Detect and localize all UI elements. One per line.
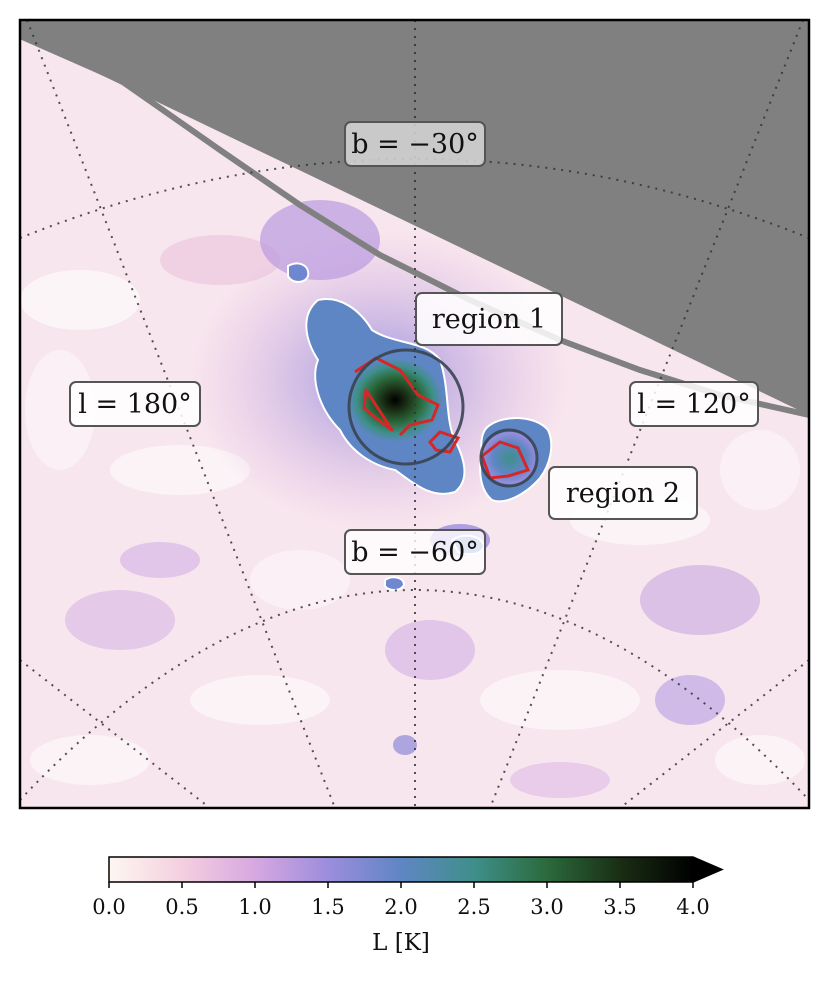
colorbar-tick-label: 4.0: [676, 895, 709, 919]
colorbar-gradient: [109, 857, 693, 882]
colorbar-tick-label: 1.5: [311, 895, 344, 919]
label-region-2: region 2: [548, 466, 698, 520]
label-l-left-text: l = 180°: [78, 389, 191, 420]
label-b-top-text: b = −30°: [351, 129, 479, 160]
colorbar-tick-label: 0.0: [92, 895, 125, 919]
masked-region: [20, 20, 809, 415]
colorbar-outline: [108, 856, 724, 883]
colorbar-tick-label: 2.5: [457, 895, 490, 919]
label-region-2-text: region 2: [566, 478, 680, 509]
colorbar-tick-label: 2.0: [384, 895, 417, 919]
region-1-outline: [354, 356, 440, 437]
label-l-right-text: l = 120°: [637, 389, 750, 420]
colorbar: 0.0 0.5 1.0 1.5 2.0 2.5 3.0 3.5 4.0 L [K]: [92, 856, 724, 956]
parallel-top: [20, 158, 809, 239]
label-b-top: b = −30°: [344, 121, 486, 167]
map-frame: [18, 18, 811, 810]
region-1b-outline: [428, 430, 461, 454]
label-b-bottom: b = −60°: [344, 529, 486, 575]
colorbar-tick-label: 0.5: [165, 895, 198, 919]
region-1-circle: [347, 348, 465, 466]
graticule: [20, 20, 809, 808]
label-l-right: l = 120°: [629, 381, 759, 427]
meridian-left: [26, 20, 336, 808]
meridian-far-right: [619, 659, 809, 808]
colorbar-tick-label: 3.5: [603, 895, 636, 919]
meridian-far-left: [20, 659, 211, 808]
label-region-1-text: region 1: [432, 304, 546, 335]
threshold-contour-small-1: [287, 262, 310, 283]
label-region-1: region 1: [415, 292, 563, 346]
sky-map: b = −30° b = −60° l = 180° l = 120° regi…: [20, 20, 809, 808]
label-b-bottom-text: b = −60°: [351, 537, 479, 568]
emission-core-1: [347, 358, 443, 442]
colorbar-ticks: 0.0 0.5 1.0 1.5 2.0 2.5 3.0 3.5 4.0: [92, 882, 710, 919]
colorbar-tick-label: 1.0: [238, 895, 271, 919]
region-2-circle: [479, 428, 539, 488]
colorbar-label: L [K]: [372, 930, 430, 956]
colorbar-tick-label: 3.0: [530, 895, 563, 919]
threshold-contour-small-3: [384, 576, 406, 591]
colorbar-extend-arrow: [693, 857, 722, 882]
label-l-left: l = 180°: [69, 381, 201, 427]
